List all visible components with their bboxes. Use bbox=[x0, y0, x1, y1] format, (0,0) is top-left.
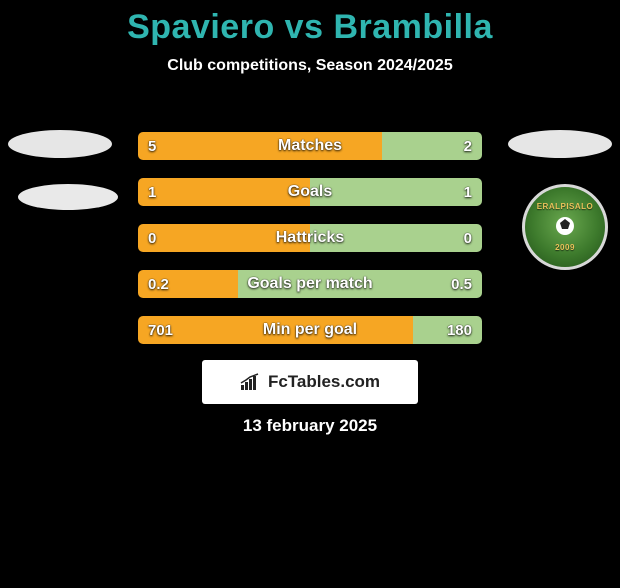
avatar-placeholder-right-1 bbox=[508, 130, 612, 158]
bar-segment-left bbox=[138, 316, 413, 344]
club-badge-top: ERALPISALO bbox=[537, 202, 594, 211]
bar-segment-left bbox=[138, 132, 382, 160]
bar-segment-left bbox=[138, 224, 310, 252]
bar-segment-right bbox=[310, 224, 482, 252]
avatar-placeholder-left-1 bbox=[8, 130, 112, 158]
source-logo: FcTables.com bbox=[202, 360, 418, 404]
title-right: Brambilla bbox=[333, 8, 492, 46]
bar-row: Hattricks00 bbox=[138, 224, 482, 252]
bar-segment-right bbox=[238, 270, 482, 298]
page-title: Spaviero vs Brambilla bbox=[0, 8, 620, 47]
bar-segment-right bbox=[310, 178, 482, 206]
club-badge-year: 2009 bbox=[537, 243, 594, 252]
bar-segment-right bbox=[413, 316, 482, 344]
title-vs: vs bbox=[285, 8, 324, 46]
club-badge-right: ERALPISALO 2009 bbox=[522, 184, 608, 270]
subtitle: Club competitions, Season 2024/2025 bbox=[0, 57, 620, 75]
date-line: 13 february 2025 bbox=[0, 416, 620, 436]
soccer-ball-icon bbox=[550, 211, 580, 241]
bar-row: Goals per match0.20.5 bbox=[138, 270, 482, 298]
bar-row: Min per goal701180 bbox=[138, 316, 482, 344]
comparison-bars: Matches52 Goals11 Hattricks00 Goals per mat… bbox=[138, 132, 482, 362]
bar-segment-left bbox=[138, 270, 238, 298]
bar-row: Goals11 bbox=[138, 178, 482, 206]
bar-segment-right bbox=[382, 132, 482, 160]
avatar-placeholder-left-2 bbox=[18, 184, 118, 210]
source-logo-text: FcTables.com bbox=[268, 372, 380, 392]
bar-chart-icon bbox=[240, 373, 262, 391]
bar-row: Matches52 bbox=[138, 132, 482, 160]
bar-segment-left bbox=[138, 178, 310, 206]
club-badge-text: ERALPISALO 2009 bbox=[537, 202, 594, 252]
title-left: Spaviero bbox=[127, 8, 275, 46]
